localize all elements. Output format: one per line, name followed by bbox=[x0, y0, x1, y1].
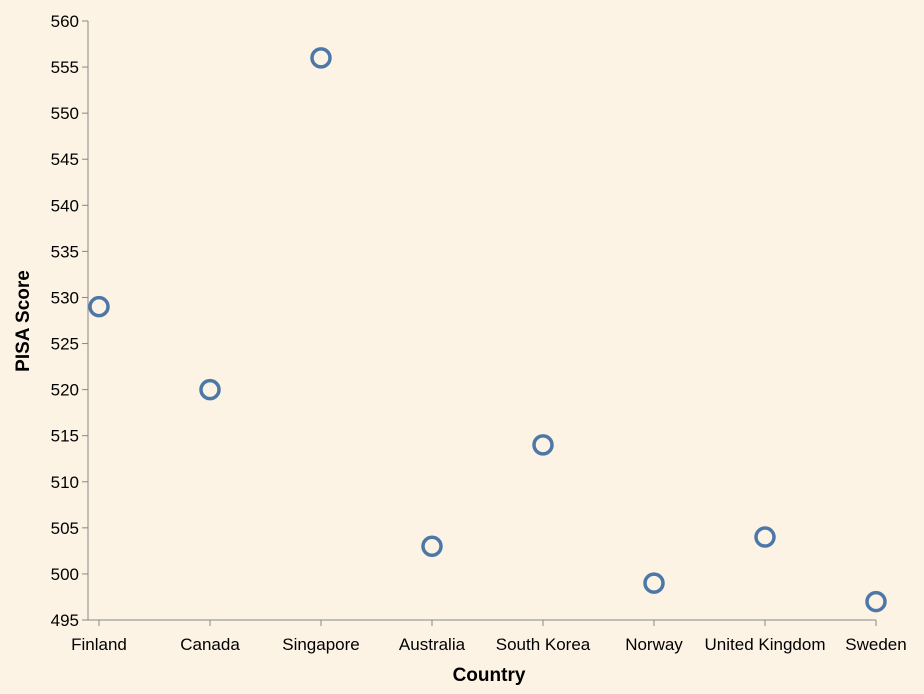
y-tick-label: 535 bbox=[51, 242, 79, 261]
y-tick-label: 545 bbox=[51, 150, 79, 169]
data-point bbox=[754, 526, 776, 548]
data-points bbox=[88, 47, 887, 613]
y-tick-label: 555 bbox=[51, 58, 79, 77]
y-tick-label: 520 bbox=[51, 381, 79, 400]
data-point bbox=[199, 378, 221, 401]
y-tick-label: 540 bbox=[51, 196, 79, 215]
data-point bbox=[421, 535, 443, 558]
x-tick-label: United Kingdom bbox=[705, 635, 826, 654]
y-tick-label: 525 bbox=[51, 335, 79, 354]
data-point bbox=[310, 47, 332, 69]
y-tick-label: 530 bbox=[51, 288, 79, 307]
x-axis-title: Country bbox=[453, 665, 526, 686]
y-tick-label: 510 bbox=[51, 473, 79, 492]
x-tick-label: Sweden bbox=[845, 635, 906, 654]
x-tick-label: Finland bbox=[71, 635, 127, 654]
x-tick-label: Singapore bbox=[282, 635, 360, 654]
y-axis: 495 500 505 510 515 520 525 530 535 540 545 550 555 5… bbox=[51, 12, 89, 630]
data-point bbox=[643, 572, 665, 594]
x-tick-label: Norway bbox=[625, 635, 683, 654]
y-axis-title: PISA Score bbox=[13, 270, 34, 372]
y-tick-label: 500 bbox=[51, 565, 79, 584]
y-tick-label: 505 bbox=[51, 519, 79, 538]
x-tick-label: Canada bbox=[180, 635, 240, 654]
y-tick-label: 560 bbox=[51, 12, 79, 31]
x-axis: Finland Canada Singapore Australia South Kor… bbox=[71, 619, 907, 654]
y-tick-label: 550 bbox=[51, 104, 79, 123]
data-point bbox=[865, 590, 887, 613]
x-tick-label: Australia bbox=[399, 635, 466, 654]
y-tick-label: 495 bbox=[51, 611, 79, 630]
x-tick-label: South Korea bbox=[496, 635, 591, 654]
data-point bbox=[88, 295, 110, 318]
data-point bbox=[532, 434, 554, 456]
y-tick-label: 515 bbox=[51, 427, 79, 446]
